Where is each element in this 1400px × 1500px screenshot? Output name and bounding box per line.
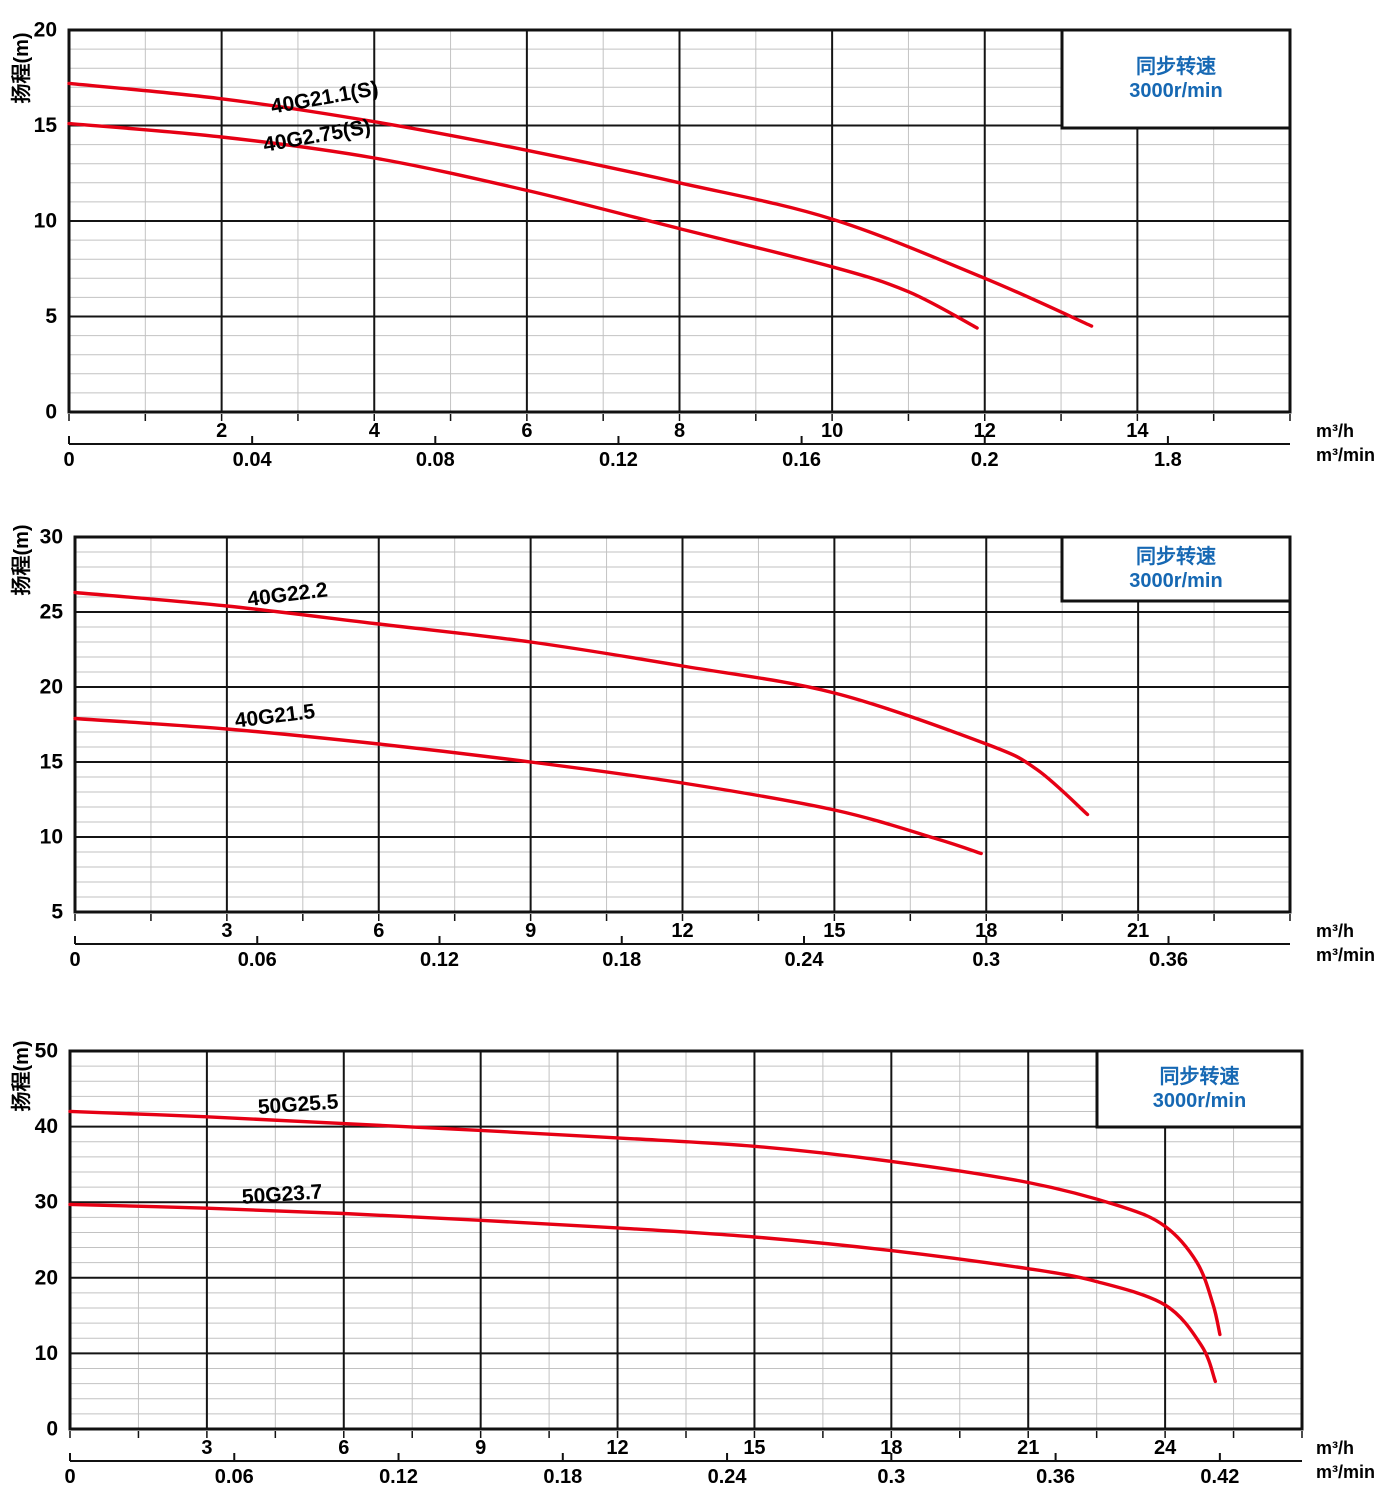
chart-40g22-curves: 3 6 9 12 15 18 21 m³/h 0 0.06 0.12 0.18 0.24 0.3 0.36 m… (10, 524, 1375, 971)
y-tick-label: 10 (40, 826, 63, 849)
y-tick-label: 15 (40, 751, 64, 774)
x-axis-ticks (69, 1431, 1303, 1438)
y-tick-label: 30 (35, 1191, 58, 1214)
x2-tick-label: 0.04 (233, 449, 273, 471)
x-tick-label: 21 (1127, 920, 1149, 942)
y-tick-label: 30 (40, 526, 63, 549)
x-tick-label: 24 (1154, 1437, 1177, 1459)
x-tick-label: 6 (373, 920, 384, 942)
y-tick-label: 20 (40, 676, 63, 699)
x2-tick-label: 0.24 (708, 1466, 748, 1488)
x2-tick-label: 0.06 (238, 949, 277, 971)
plot-border (68, 1049, 1304, 1431)
x-tick-label: 18 (975, 920, 997, 942)
x-tick-label: 3 (201, 1437, 212, 1459)
x2-unit-label: m³/min (1316, 945, 1375, 965)
y-tick-label: 5 (51, 901, 63, 924)
y-tick-label: 50 (35, 1040, 58, 1063)
legend-line-sync-speed: 同步转速 (1136, 54, 1216, 78)
x2-tick-label: 0.16 (782, 449, 821, 471)
x-tick-label: 12 (606, 1437, 628, 1459)
x-unit-label: m³/h (1316, 1438, 1354, 1458)
legend-line-rpm: 3000r/min (1153, 1090, 1246, 1112)
legend-box (1060, 28, 1292, 130)
x-tick-label: 15 (743, 1437, 765, 1459)
y-tick-label: 25 (40, 601, 64, 624)
x-tick-label: 2 (216, 420, 227, 442)
x2-tick-label: 0.2 (971, 449, 999, 471)
y-axis-title: 扬程(m) (10, 1040, 33, 1111)
x-tick-label: 8 (674, 420, 685, 442)
x2-tick-label: 0.12 (599, 449, 638, 471)
x-tick-label: 14 (1126, 420, 1149, 442)
x-axis-ticks (74, 914, 1291, 921)
pump-curve-40G21.1(S) (67, 81, 1094, 328)
y-tick-label: 20 (34, 19, 57, 42)
curve-label: 50G23.7 (241, 1180, 323, 1209)
x2-tick-label: 0.24 (785, 949, 825, 971)
chart-40g21-curves: 2 4 6 8 10 12 14 m³/h 0 0.04 0.08 0.12 0.16 0.2 1.8 m³/… (10, 19, 1375, 472)
x-tick-label: 4 (369, 420, 381, 442)
legend-box (1095, 1049, 1304, 1129)
pump-curve-50G25.5 (68, 1109, 1222, 1337)
x-tick-label: 10 (821, 420, 843, 442)
y-tick-label: 40 (35, 1115, 58, 1138)
legend-box (1060, 535, 1292, 603)
x2-tick-label: 0 (63, 449, 74, 471)
plot-border (73, 535, 1292, 914)
x2-tick-label: 0.42 (1200, 1466, 1239, 1488)
legend-line-sync-speed: 同步转速 (1136, 544, 1216, 568)
y-axis-title: 扬程(m) (10, 524, 33, 595)
y-tick-label: 20 (35, 1266, 58, 1289)
plot-border (67, 28, 1292, 414)
x-tick-label: 6 (338, 1437, 349, 1459)
x2-unit-label: m³/min (1316, 445, 1375, 465)
x-tick-label: 18 (880, 1437, 902, 1459)
legend-line-rpm: 3000r/min (1129, 570, 1222, 592)
x2-tick-label: 0.36 (1036, 1466, 1075, 1488)
curve-label: 50G25.5 (257, 1090, 339, 1119)
y-tick-label: 0 (46, 1418, 58, 1441)
y-tick-label: 0 (45, 401, 57, 424)
pump-curve-40G21.5 (73, 716, 983, 856)
y-tick-label: 10 (34, 210, 57, 233)
x2-tick-label: 1.8 (1154, 449, 1182, 471)
pump-curve-40G22.2 (73, 590, 1090, 817)
pump-curve-50G23.7 (68, 1202, 1217, 1384)
pump-curve-40G2.75(S) (67, 121, 979, 330)
legend-line-rpm: 3000r/min (1129, 80, 1222, 102)
x-tick-label: 12 (671, 920, 693, 942)
x-tick-label: 21 (1017, 1437, 1039, 1459)
x-tick-label: 6 (521, 420, 532, 442)
x2-tick-label: 0.3 (972, 949, 1000, 971)
y-axis-title: 扬程(m) (10, 32, 33, 103)
x2-tick-label: 0.06 (215, 1466, 254, 1488)
x-tick-label: 15 (823, 920, 845, 942)
x2-unit-label: m³/min (1316, 1462, 1375, 1482)
x-tick-label: 9 (525, 920, 536, 942)
x2-tick-label: 0.18 (543, 1466, 582, 1488)
y-tick-label: 15 (34, 114, 58, 137)
x-unit-label: m³/h (1316, 921, 1354, 941)
chart-50g2-curves: 3 6 9 12 15 18 21 24 m³/h 0 0.06 0.12 0.18 0.24 0.3 0.3… (10, 1040, 1375, 1489)
x-tick-label: 12 (974, 420, 996, 442)
x2-tick-label: 0 (64, 1466, 75, 1488)
x-unit-label: m³/h (1316, 421, 1354, 441)
x2-tick-label: 0.3 (877, 1466, 905, 1488)
x2-tick-label: 0 (69, 949, 80, 971)
x-tick-label: 9 (475, 1437, 486, 1459)
x-tick-label: 3 (221, 920, 232, 942)
curve-label: 40G21.5 (234, 700, 317, 733)
x2-tick-label: 0.36 (1149, 949, 1188, 971)
legend-line-sync-speed: 同步转速 (1160, 1064, 1240, 1088)
curve-label: 40G22.2 (246, 578, 329, 611)
y-tick-label: 10 (35, 1342, 58, 1365)
x2-tick-label: 0.08 (416, 449, 455, 471)
x2-tick-label: 0.12 (420, 949, 459, 971)
x2-tick-label: 0.18 (602, 949, 641, 971)
x-axis-ticks (68, 414, 1291, 421)
y-tick-label: 5 (45, 305, 57, 328)
x2-tick-label: 0.12 (379, 1466, 418, 1488)
